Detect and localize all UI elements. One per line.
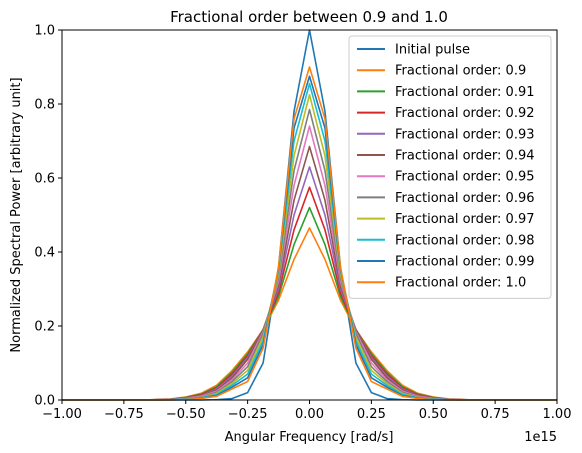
legend: Initial pulse Fractional order: 0.9 Fracti… <box>348 35 552 299</box>
y-tick-label: 0.6 <box>34 172 55 187</box>
legend-label-11: Fractional order: 1.0 <box>395 276 526 291</box>
legend-label-8: Fractional order: 0.97 <box>395 212 535 227</box>
y-axis-label: Normalized Spectral Power [arbitrary uni… <box>9 77 24 352</box>
legend-label-5: Fractional order: 0.94 <box>395 149 535 164</box>
legend-label-6: Fractional order: 0.95 <box>395 170 535 185</box>
x-tick-label: −0.25 <box>228 407 268 422</box>
x-tick-label: −0.50 <box>166 407 206 422</box>
x-axis: −1.00 −0.75 −0.50 −0.25 0.00 0.25 0.50 0.75 1.00 <box>42 400 571 422</box>
x-axis-offset-label: 1e15 <box>524 430 557 445</box>
y-tick-label: 0.0 <box>34 394 55 409</box>
legend-label-1: Fractional order: 0.9 <box>395 64 526 79</box>
x-tick-label: 0.50 <box>419 407 448 422</box>
legend-label-4: Fractional order: 0.93 <box>395 127 535 142</box>
x-tick-label: 0.25 <box>357 407 386 422</box>
y-tick-label: 0.4 <box>34 246 55 261</box>
legend-label-2: Fractional order: 0.91 <box>395 85 535 100</box>
y-tick-label: 1.0 <box>34 24 55 39</box>
y-axis: 0.0 0.2 0.4 0.6 0.8 1.0 <box>34 24 62 409</box>
x-tick-label: 0.75 <box>481 407 510 422</box>
legend-label-9: Fractional order: 0.98 <box>395 233 535 248</box>
chart-title: Fractional order between 0.9 and 1.0 <box>170 8 448 26</box>
x-tick-label: −0.75 <box>104 407 144 422</box>
x-tick-label: −1.00 <box>42 407 82 422</box>
y-tick-label: 0.8 <box>34 98 55 113</box>
legend-label-10: Fractional order: 0.99 <box>395 255 535 270</box>
x-axis-label: Angular Frequency [rad/s] <box>225 430 394 445</box>
y-tick-label: 0.2 <box>34 320 55 335</box>
legend-box <box>348 35 552 299</box>
x-tick-label: 0.00 <box>295 407 324 422</box>
legend-label-0: Initial pulse <box>395 43 470 58</box>
x-tick-label: 1.00 <box>543 407 572 422</box>
legend-label-7: Fractional order: 0.96 <box>395 191 535 206</box>
legend-label-3: Fractional order: 0.92 <box>395 106 535 121</box>
